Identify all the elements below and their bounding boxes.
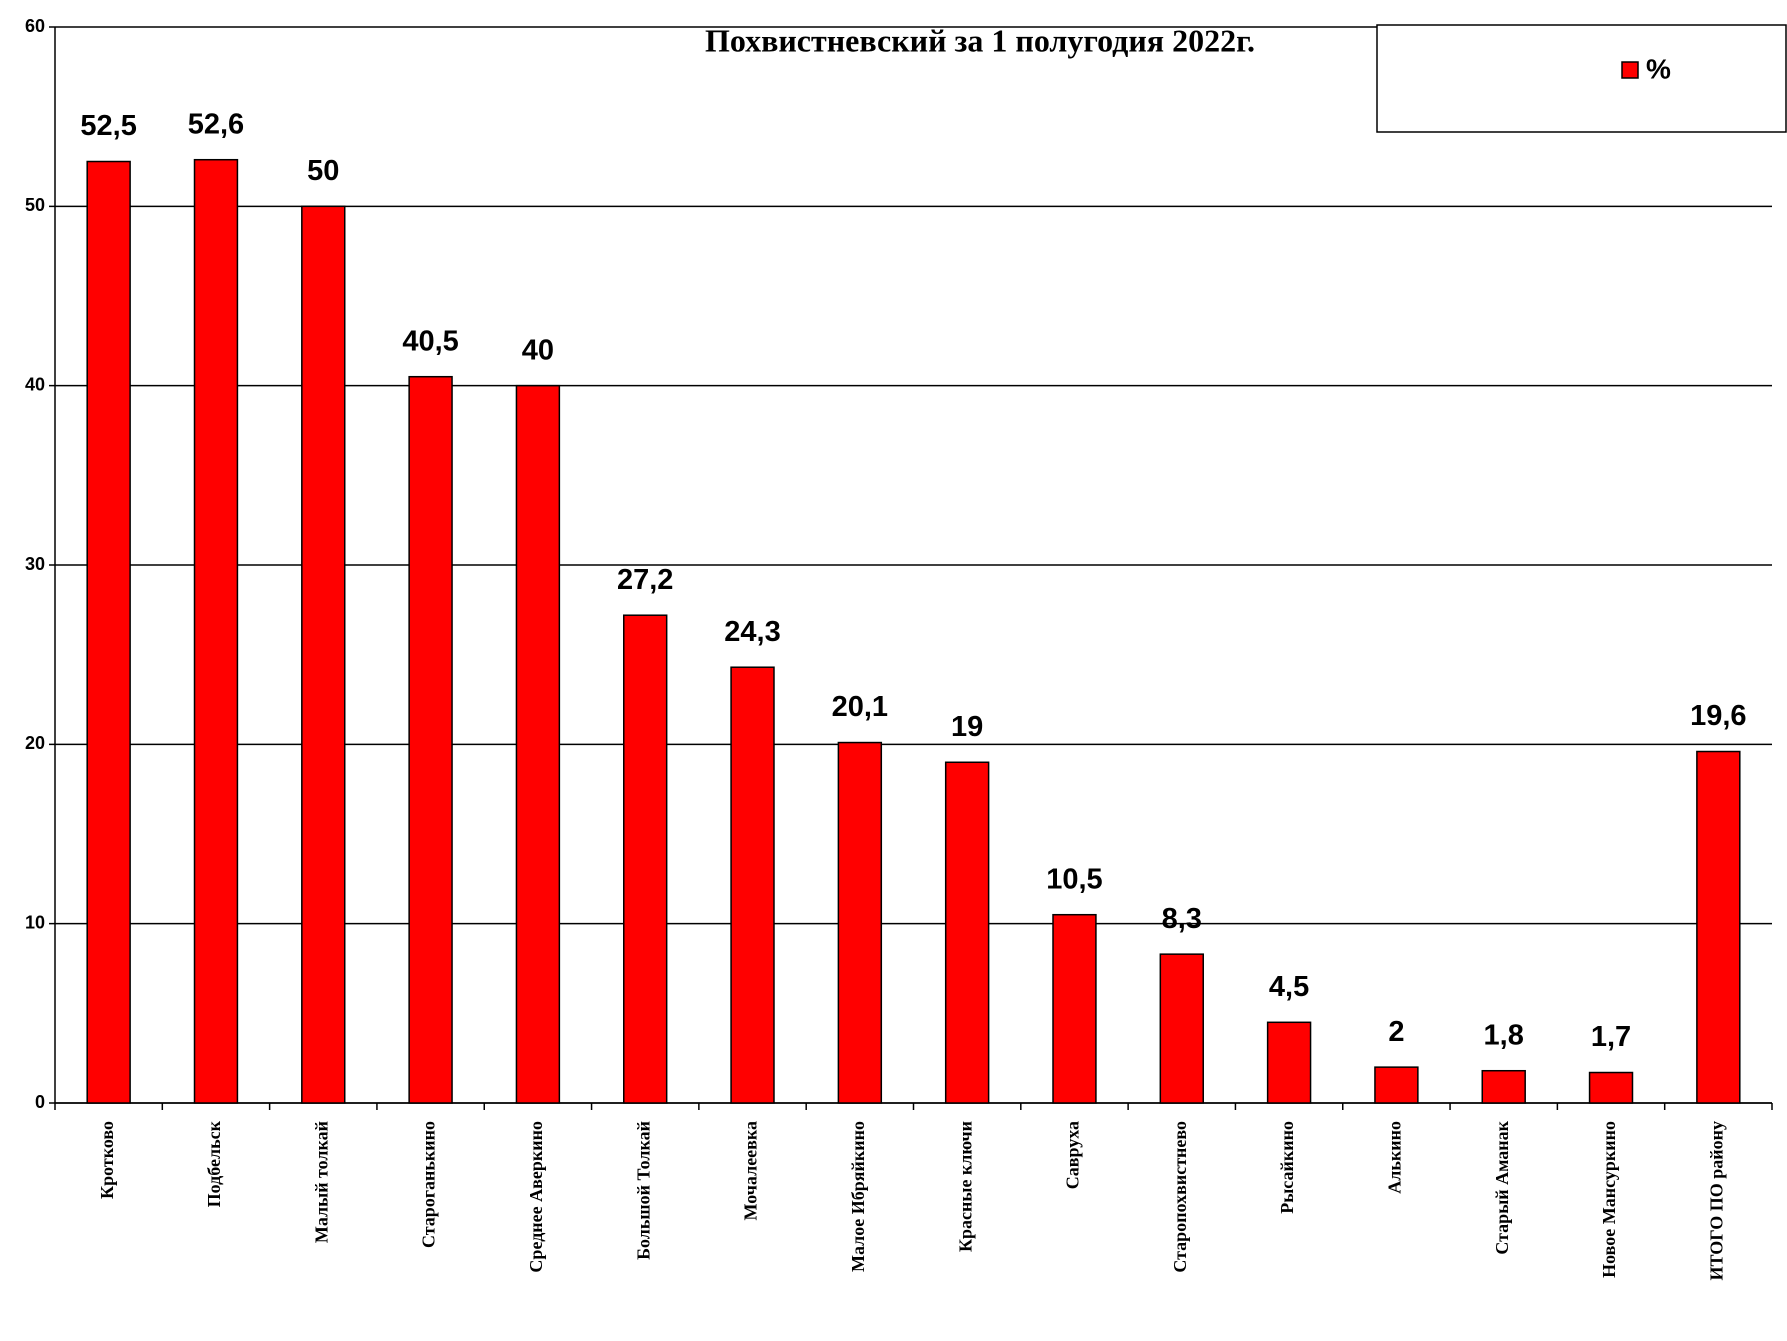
value-label: 27,2 (617, 564, 673, 596)
y-tick-label: 20 (25, 733, 45, 753)
value-label: 52,5 (80, 110, 136, 142)
x-tick-label: Рысайкино (1277, 1121, 1297, 1214)
x-tick-label: Новое Мансуркино (1599, 1121, 1619, 1278)
bar (301, 205, 346, 1104)
value-label: 40,5 (402, 325, 458, 357)
value-label: 40 (522, 334, 554, 366)
y-tick-label: 30 (25, 554, 45, 574)
value-label: 1,8 (1484, 1019, 1524, 1051)
bar (86, 160, 131, 1104)
value-label: 8,3 (1162, 903, 1202, 935)
x-tick-label: Старопохвистнево (1170, 1121, 1190, 1273)
bar (193, 158, 239, 1104)
x-tick-label: Староганькино (419, 1121, 439, 1248)
x-tick-label: Малый толкай (311, 1121, 331, 1243)
value-label: 10,5 (1046, 863, 1102, 895)
bar (1588, 1071, 1634, 1104)
y-tick-label: 60 (25, 16, 45, 36)
x-tick-label: Среднее Аверкино (526, 1121, 546, 1273)
bar (1374, 1066, 1419, 1104)
value-label: 52,6 (188, 108, 244, 140)
bar (944, 761, 990, 1104)
x-tick-label: Алькино (1385, 1121, 1405, 1194)
x-tick-label: Кротково (97, 1121, 117, 1199)
bar (515, 384, 561, 1104)
bar (1696, 750, 1741, 1104)
bar (1266, 1021, 1312, 1104)
bar (1159, 953, 1204, 1104)
bar (1052, 913, 1097, 1104)
x-tick-label: Большой Толкай (633, 1121, 653, 1260)
value-label: 20,1 (832, 691, 888, 723)
x-tick-label: Мочалеевка (741, 1121, 761, 1221)
value-label: 24,3 (724, 616, 780, 648)
value-label: 2 (1388, 1016, 1404, 1048)
bar (1481, 1069, 1526, 1104)
legend-swatch (1621, 61, 1639, 79)
bar (730, 666, 775, 1104)
value-label: 1,7 (1591, 1021, 1631, 1053)
x-tick-label: Савруха (1063, 1121, 1083, 1189)
y-tick-label: 0 (35, 1092, 45, 1112)
value-label: 19 (951, 711, 983, 743)
value-label: 4,5 (1269, 971, 1309, 1003)
y-tick-label: 40 (25, 374, 45, 394)
x-tick-label: ИТОГО ПО району (1706, 1121, 1726, 1281)
value-label: 50 (307, 155, 339, 187)
x-tick-label: Малое Ибряйкино (848, 1121, 868, 1272)
x-tick-label: Подбельск (204, 1120, 224, 1207)
legend-box (1376, 24, 1787, 133)
y-tick-label: 50 (25, 195, 45, 215)
y-tick-label: 10 (25, 912, 45, 932)
bar (623, 614, 668, 1104)
chart-title: Похвистневский за 1 полугодия 2022г. (705, 22, 1255, 58)
value-label: 19,6 (1690, 700, 1746, 732)
x-tick-label: Красные ключи (955, 1121, 975, 1252)
bar (408, 375, 453, 1104)
bar (837, 741, 883, 1104)
legend-label: % (1646, 53, 1671, 84)
x-tick-label: Старый Аманак (1492, 1120, 1512, 1254)
